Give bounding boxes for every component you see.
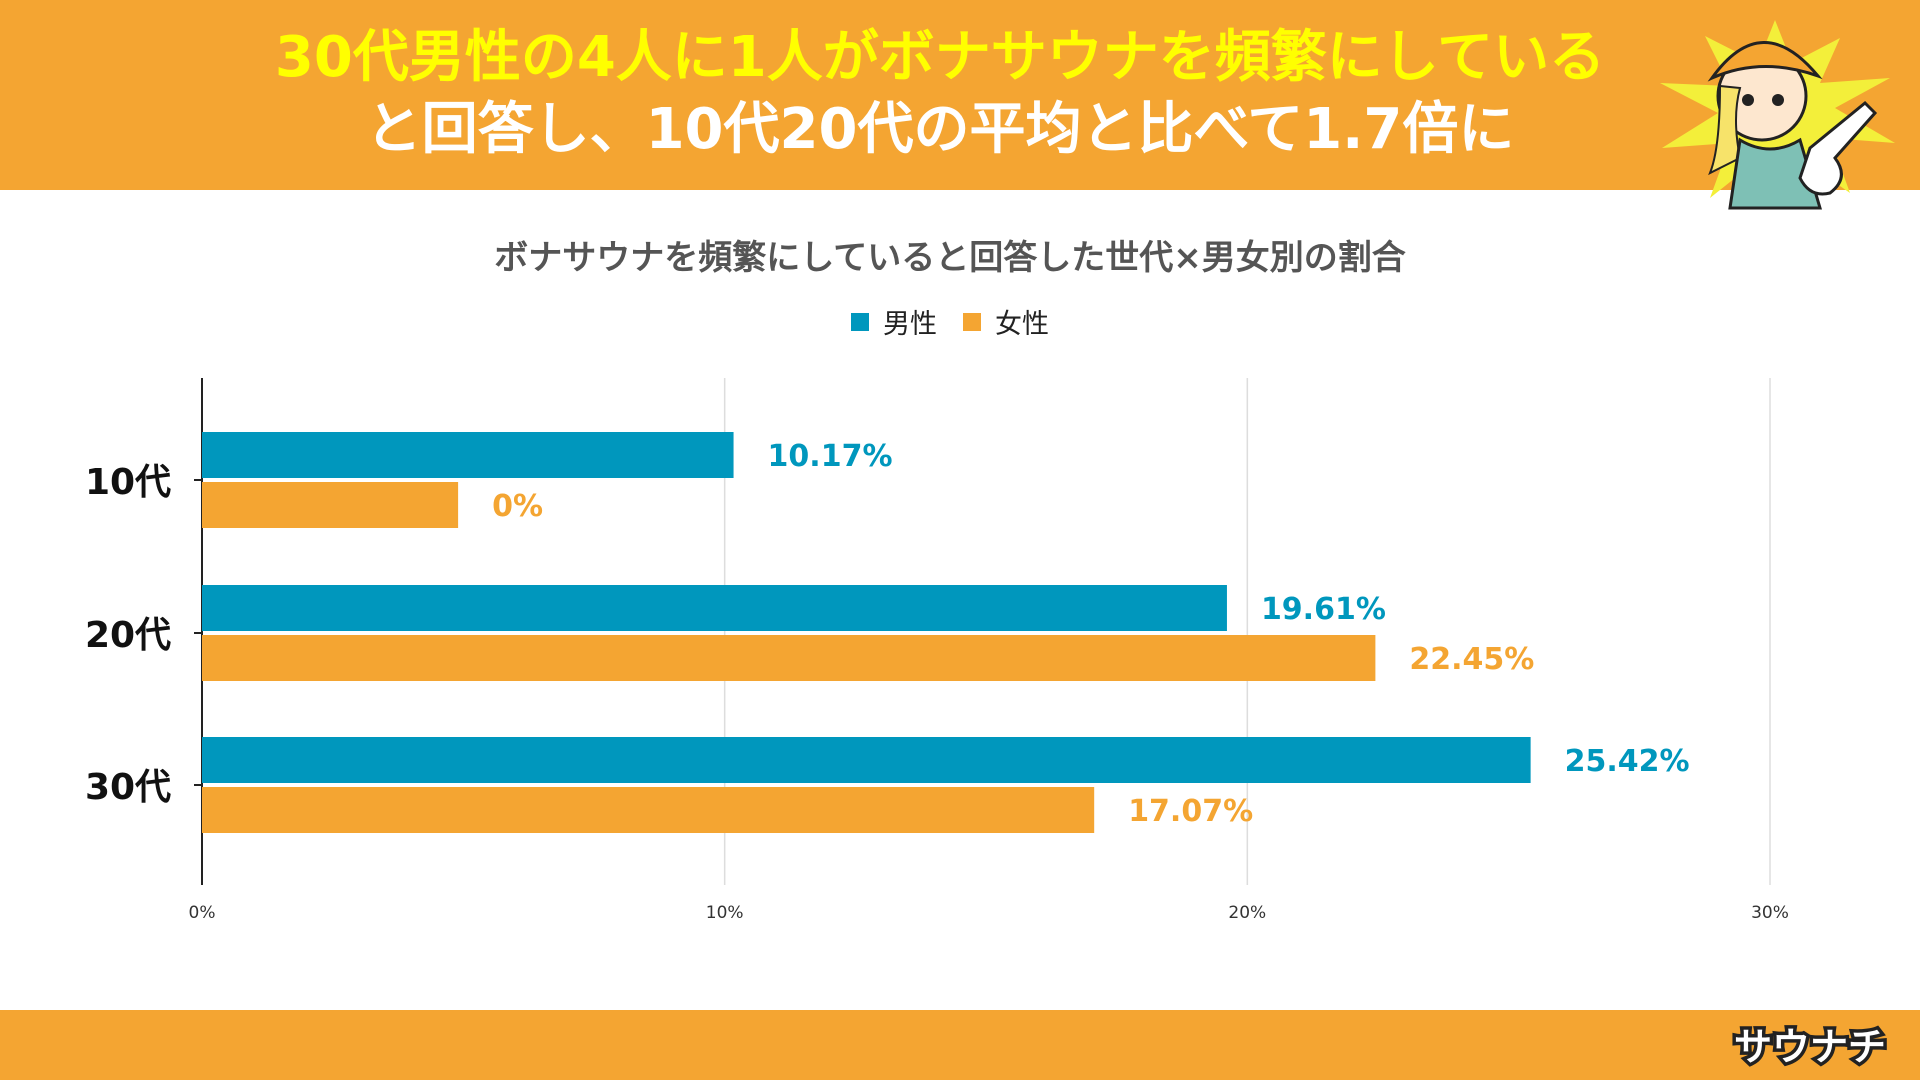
pointing-hand (1798, 100, 1878, 196)
category-label: 30代 (85, 767, 171, 808)
mascot-hat (1707, 41, 1823, 82)
x-tick-label: 0% (189, 903, 216, 923)
legend-label-male: 男性 (883, 309, 937, 340)
brand-logo-text: サウナチ (1734, 1025, 1886, 1069)
x-tick-label: 10% (706, 903, 744, 923)
bar-female (202, 635, 1376, 681)
header-banner (0, 0, 1920, 190)
chart-title: ボナサウナを頻繁にしていると回答した世代×男女別の割合 (494, 238, 1406, 278)
legend-swatch-male (851, 312, 869, 331)
x-tick-label: 20% (1228, 903, 1266, 923)
legend: 男性 女性 (0, 302, 1900, 341)
headline-line-2: と回答し、10代20代の平均と比べて1.7倍に (365, 97, 1515, 162)
mascot-illustration (1660, 20, 1895, 210)
bar-male (202, 585, 1227, 631)
footer-bar (0, 1010, 1920, 1080)
legend-label-female: 女性 (995, 309, 1049, 340)
legend-item-male: 男性 (851, 302, 937, 341)
bar-female (202, 787, 1095, 833)
brand-logo: サウナチ (1730, 1022, 1889, 1073)
mascot-eye (1742, 94, 1754, 106)
x-tick-label: 30% (1751, 903, 1789, 923)
data-label: 25.42% (1565, 744, 1690, 779)
data-label: 22.45% (1409, 642, 1534, 677)
bar-female (202, 482, 459, 528)
bar-male (202, 737, 1531, 783)
mascot-eye (1772, 94, 1784, 106)
data-label: 0% (492, 489, 543, 524)
bar-male (202, 432, 734, 478)
headline-line-1: 30代男性の4人に1人がボナサウナを頻繁にしている (274, 25, 1606, 90)
data-label: 19.61% (1261, 592, 1386, 627)
mascot-hair (1708, 84, 1742, 176)
category-label: 10代 (85, 462, 171, 503)
category-label: 20代 (85, 615, 171, 656)
legend-swatch-female (963, 312, 981, 331)
headline: 30代男性の4人に1人がボナサウナを頻繁にしている と回答し、10代20代の平均… (0, 22, 1880, 166)
data-label: 17.07% (1128, 794, 1253, 829)
legend-item-female: 女性 (963, 302, 1049, 341)
data-label: 10.17% (768, 439, 893, 474)
